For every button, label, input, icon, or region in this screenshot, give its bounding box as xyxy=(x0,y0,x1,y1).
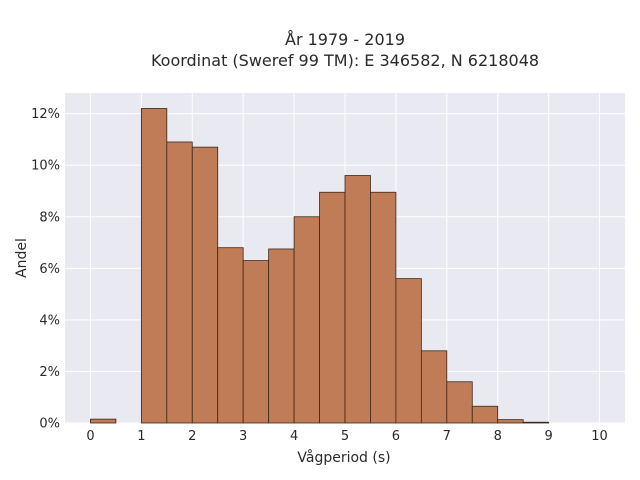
x-tick-label: 6 xyxy=(392,429,400,444)
y-tick-label: 4% xyxy=(39,313,60,328)
histogram-bar xyxy=(319,191,346,424)
histogram-bar xyxy=(217,247,244,424)
histogram-bar xyxy=(344,175,371,424)
histogram-bar xyxy=(166,141,193,424)
y-tick-label: 2% xyxy=(39,365,60,380)
x-tick-label: 8 xyxy=(494,429,502,444)
histogram-bar xyxy=(268,248,295,424)
histogram-bar xyxy=(370,191,397,424)
bars xyxy=(90,108,550,424)
chart-title-line2: Koordinat (Sweref 99 TM): E 346582, N 62… xyxy=(151,51,539,70)
y-tick-label: 8% xyxy=(39,210,60,225)
x-tick-label: 0 xyxy=(86,429,94,444)
x-tick-label: 9 xyxy=(544,429,552,444)
x-tick-label: 1 xyxy=(137,429,145,444)
x-tick-label: 4 xyxy=(290,429,298,444)
y-tick-label: 6% xyxy=(39,262,60,277)
histogram-bar xyxy=(395,278,422,424)
x-tick-label: 7 xyxy=(443,429,451,444)
x-tick-label: 2 xyxy=(188,429,196,444)
y-tick-label: 0% xyxy=(39,417,60,432)
histogram-bar xyxy=(140,108,168,424)
histogram-bar xyxy=(191,146,219,424)
histogram-bar xyxy=(90,418,117,424)
y-axis-label: Andel xyxy=(14,238,30,278)
histogram-bar xyxy=(242,260,270,424)
x-axis-label: Vågperiod (s) xyxy=(297,449,390,466)
x-tick-label: 3 xyxy=(239,429,247,444)
x-tick-label: 5 xyxy=(341,429,349,444)
histogram-bar xyxy=(497,419,524,424)
x-tick-labels: 0 1 2 3 4 5 6 7 8 9 10 xyxy=(86,429,608,444)
y-tick-labels: 0% 2% 4% 6% 8% 10% 12% xyxy=(31,107,60,431)
histogram-bar xyxy=(522,421,550,424)
chart-title-line1: År 1979 - 2019 xyxy=(285,30,405,49)
y-tick-label: 10% xyxy=(31,159,60,174)
histogram-bar xyxy=(471,405,499,424)
y-tick-label: 12% xyxy=(31,107,60,122)
x-tick-label: 10 xyxy=(591,429,608,444)
histogram-bar xyxy=(293,216,320,424)
histogram-bar xyxy=(420,350,448,424)
histogram-bar xyxy=(446,381,473,424)
